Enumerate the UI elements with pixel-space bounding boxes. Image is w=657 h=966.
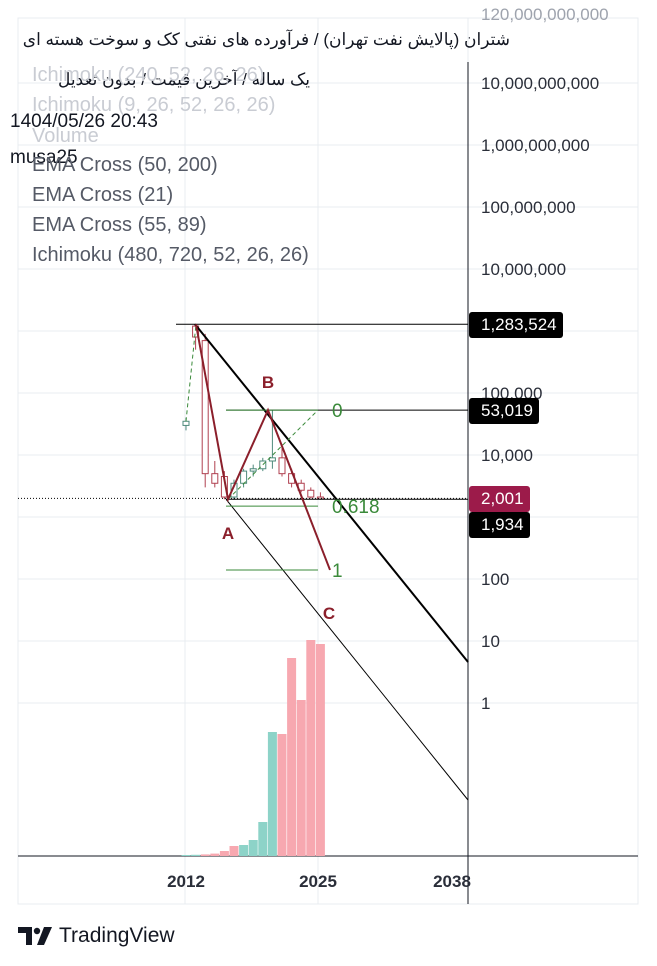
candle-body bbox=[259, 460, 267, 470]
x-tick-label: 2025 bbox=[299, 872, 337, 891]
price-label-low: 1,934 bbox=[469, 512, 530, 538]
chart-subtitle: یک ساله / آخرین قیمت / بدون تعدیل bbox=[57, 70, 310, 89]
volume-bar bbox=[200, 854, 210, 856]
volume-bar bbox=[229, 846, 239, 856]
tradingview-wordmark: TradingView bbox=[59, 924, 175, 947]
fib-level-label: 0.618 bbox=[332, 497, 380, 518]
legend-ichimoku-ghost-1: Ichimoku (240, 52, 26, 26) bbox=[32, 64, 265, 86]
x-tick-label: 2038 bbox=[433, 872, 471, 891]
y-tick-label: 100 bbox=[481, 570, 509, 589]
price-label-b: 53,019 bbox=[469, 398, 539, 424]
chart-datetime: 1404/05/26 20:43 bbox=[10, 111, 158, 132]
y-tick-label: 1,000,000,000 bbox=[481, 136, 590, 155]
volume-bar bbox=[267, 732, 277, 856]
y-tick-label: 120,000,000,000 bbox=[481, 5, 609, 24]
y-tick-label: 100,000,000 bbox=[481, 198, 576, 217]
volume-bar bbox=[210, 853, 220, 856]
chart-author: musa25 bbox=[10, 147, 78, 168]
volume-bar bbox=[219, 851, 229, 856]
legend-ichimoku-ghost-2: Ichimoku (9, 26, 52, 26, 26) bbox=[32, 94, 276, 116]
trend-line-lower bbox=[225, 498, 469, 801]
chart-title: شتران (پالایش نفت تهران) / فرآورده های ن… bbox=[22, 30, 510, 49]
fib-level-label: 1 bbox=[332, 561, 343, 582]
volume-bar bbox=[296, 700, 306, 856]
legend-ema-cross-55-89[interactable]: EMA Cross (55, 89) bbox=[32, 214, 207, 236]
candle-body bbox=[182, 420, 190, 426]
y-tick-label: 10,000,000 bbox=[481, 260, 566, 279]
candle-body bbox=[278, 457, 286, 475]
legend-ichimoku-480-720[interactable]: Ichimoku (480, 720, 52, 26, 26) bbox=[32, 244, 309, 266]
legend-ema-cross-50-200[interactable]: EMA Cross (50, 200) bbox=[32, 154, 218, 176]
volume-bar bbox=[315, 644, 325, 856]
legend-volume: Volume bbox=[32, 125, 99, 147]
volume-bar bbox=[306, 640, 316, 856]
pattern-point-a: A bbox=[222, 524, 234, 543]
candle-body bbox=[268, 457, 276, 462]
price-label-high: 1,283,524 bbox=[469, 312, 563, 338]
y-tick-label: 10 bbox=[481, 632, 500, 651]
legend-ema-cross-21[interactable]: EMA Cross (21) bbox=[32, 184, 174, 206]
candle-body bbox=[211, 473, 219, 484]
volume-bar bbox=[239, 845, 249, 856]
volume-bar bbox=[258, 822, 268, 856]
y-tick-label: 10,000 bbox=[481, 446, 533, 465]
tradingview-icon bbox=[18, 927, 52, 945]
price-label-last: 2,001 bbox=[469, 486, 530, 512]
y-tick-label: 10,000,000,000 bbox=[481, 74, 599, 93]
candle-body bbox=[240, 470, 248, 484]
fib-level-label: 0 bbox=[332, 401, 343, 422]
pattern-point-b: B bbox=[262, 373, 274, 392]
volume-bar bbox=[248, 840, 258, 856]
candle-body bbox=[307, 489, 315, 498]
ema-dashed-line bbox=[185, 324, 269, 501]
abc-pattern-line bbox=[195, 324, 331, 571]
plot-frame bbox=[17, 17, 639, 905]
candle-body bbox=[249, 468, 257, 472]
y-tick-label: 1 bbox=[481, 694, 490, 713]
volume-bar bbox=[191, 854, 201, 856]
pattern-point-c: C bbox=[323, 604, 335, 623]
tradingview-logo[interactable]: TradingView bbox=[18, 924, 175, 948]
volume-bar bbox=[277, 734, 287, 856]
volume-bar bbox=[181, 855, 191, 856]
volume-bar bbox=[287, 658, 297, 856]
x-tick-label: 2012 bbox=[167, 872, 205, 891]
candle-body bbox=[201, 340, 209, 475]
trend-line-upper bbox=[194, 323, 469, 663]
projection-dashed-line bbox=[227, 409, 319, 500]
